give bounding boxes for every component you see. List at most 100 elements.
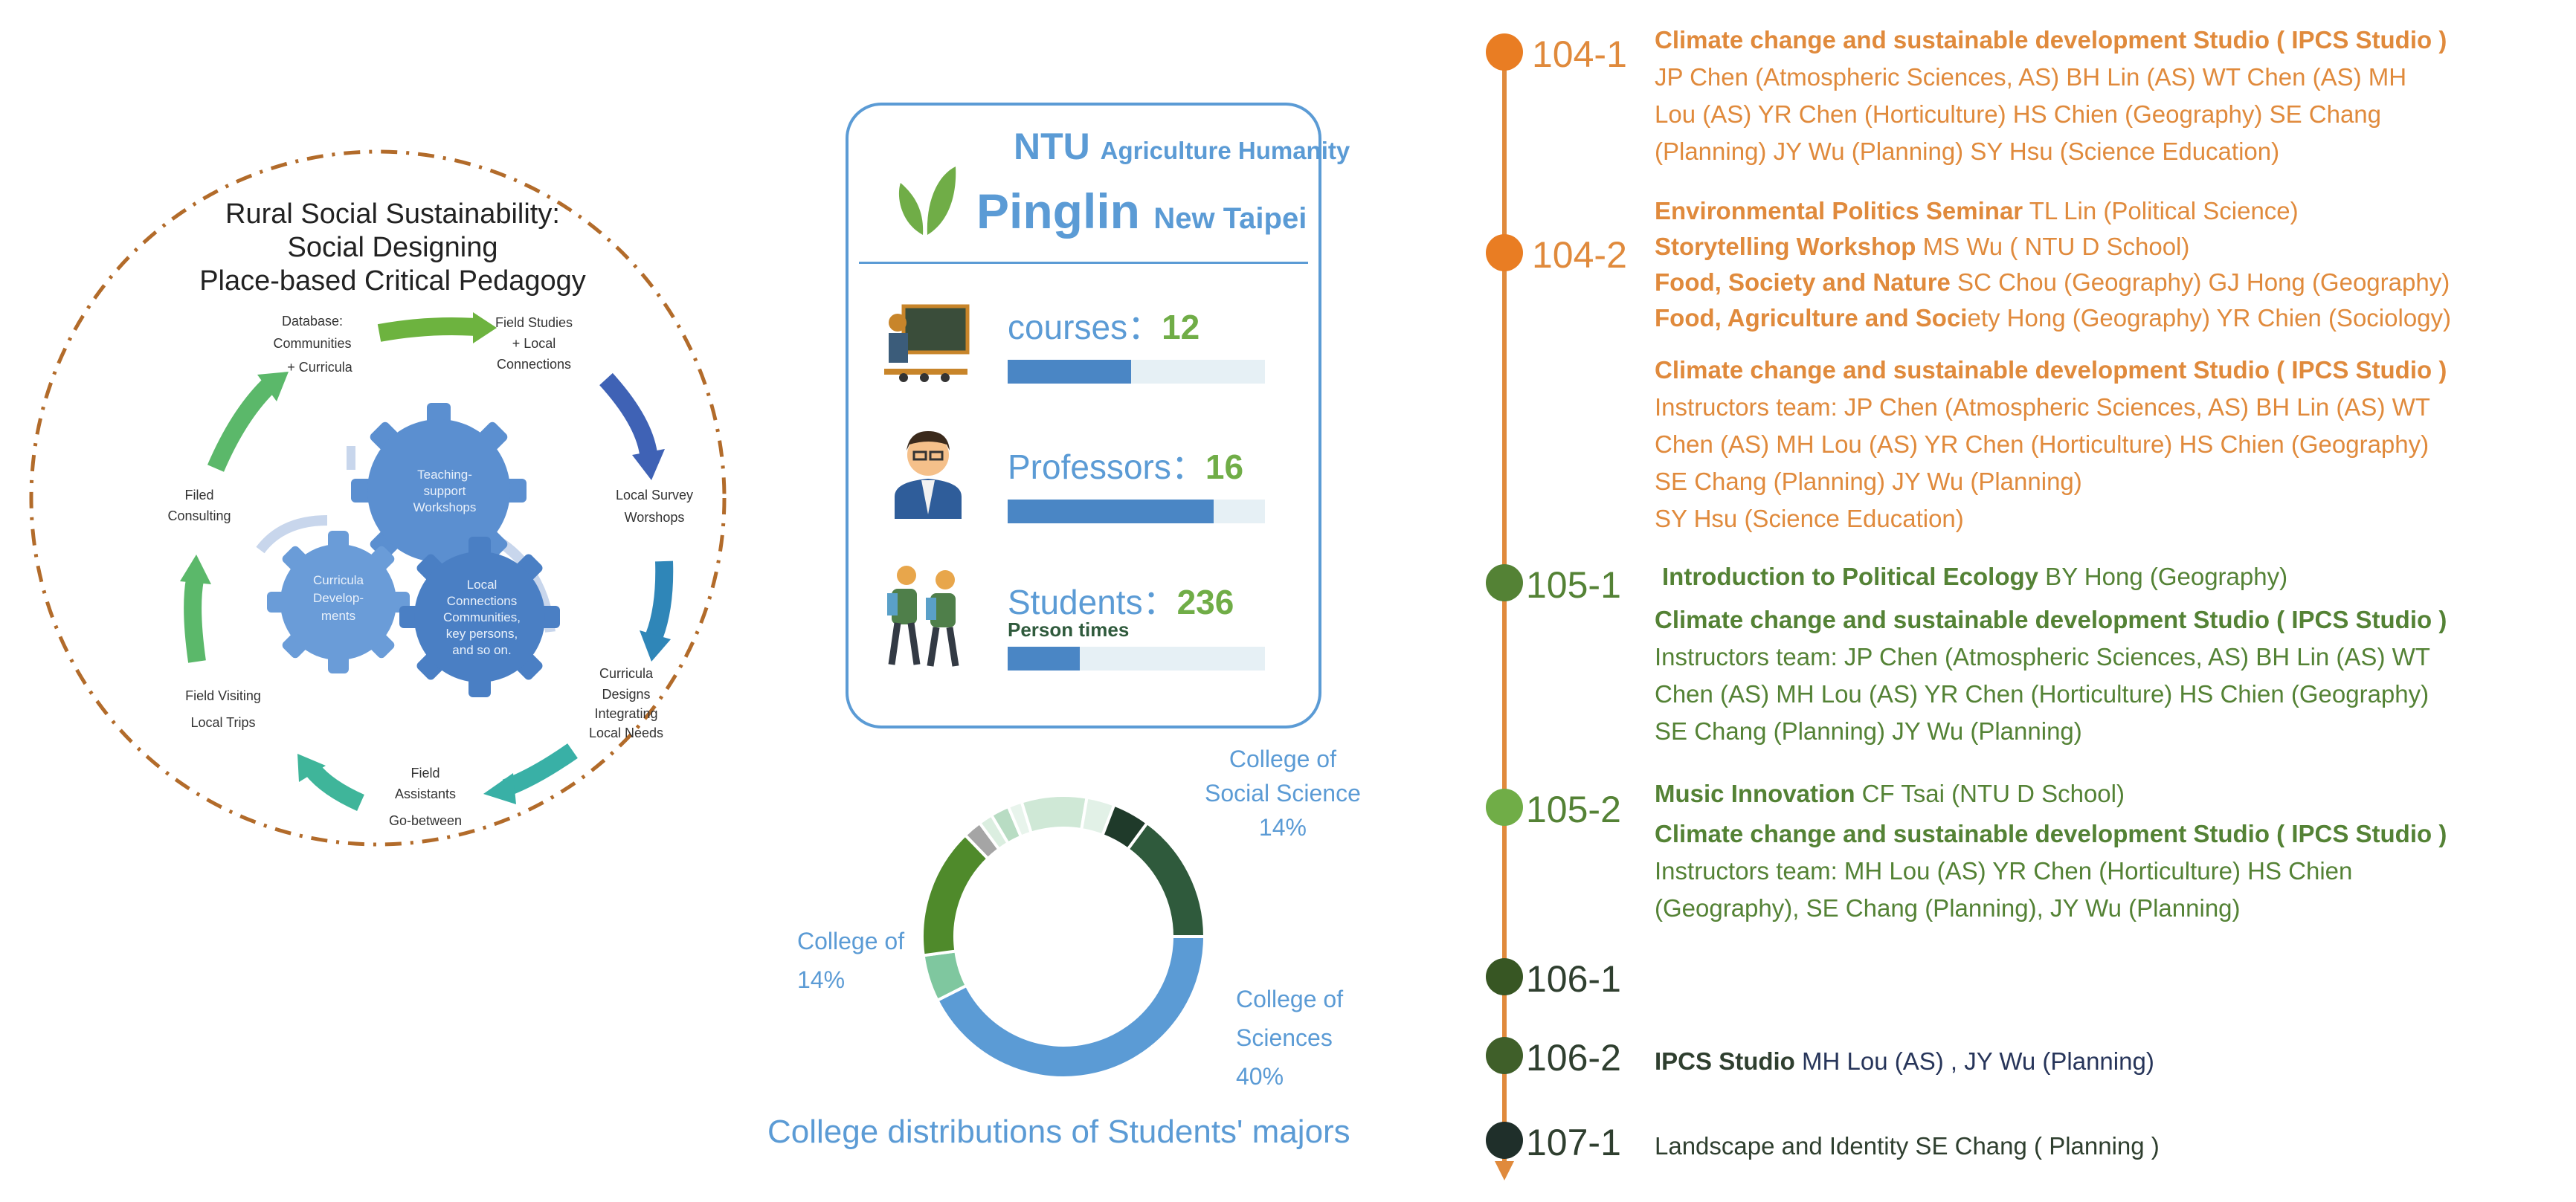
gear-local-line-4: key persons, bbox=[446, 627, 518, 641]
cycle-title-line-2: Social Designing bbox=[287, 232, 498, 263]
stat-courses-sep: ： bbox=[1127, 308, 1162, 346]
stat-professors-sep: ： bbox=[1171, 447, 1205, 486]
tl-104-2-line-9: SY Hsu (Science Education) bbox=[1655, 505, 1964, 532]
card-divider bbox=[859, 262, 1308, 264]
donut-label-social-1: College of bbox=[1229, 746, 1336, 772]
term-106-1: 106-1 bbox=[1526, 958, 1621, 1000]
stat-courses-bar-fill bbox=[1008, 360, 1132, 384]
teacher-icon bbox=[884, 304, 970, 382]
gear-curricula-line-2: Develop- bbox=[313, 591, 364, 605]
tl-line-6-bold: Food, Society and Nature bbox=[1655, 268, 1951, 296]
tl-line-5-text: MS Wu ( NTU D School) bbox=[1916, 233, 2190, 260]
tl-105-1-course-1: Introduction to Political Ecology BY Hon… bbox=[1662, 559, 2287, 595]
node-database-line-1: Database: bbox=[282, 314, 343, 329]
gear-teaching-support bbox=[351, 403, 527, 578]
arrow-field-to-survey bbox=[599, 372, 657, 456]
arrowhead-3 bbox=[640, 630, 671, 662]
course-timeline: 104-1 104-2 105-1 105-2 106-1 106-2 107-… bbox=[1458, 0, 2576, 1198]
card-place-sub: New Taipei bbox=[1153, 202, 1307, 235]
gear-local-line-5: and so on. bbox=[452, 643, 511, 657]
stat-courses-value: 12 bbox=[1162, 308, 1200, 346]
card-place-line: Pinglin New Taipei bbox=[976, 183, 1307, 239]
tl-line-13-bold: Introduction to Political Ecology bbox=[1662, 563, 2039, 590]
arrow-consulting-to-db bbox=[207, 380, 274, 472]
donut-label-sciences-2: Sciences bbox=[1236, 1024, 1333, 1051]
term-105-1: 105-1 bbox=[1526, 564, 1621, 606]
tl-104-2-line-6: Instructors team: JP Chen (Atmospheric S… bbox=[1655, 393, 2430, 421]
timeline-arrowhead bbox=[1495, 1161, 1514, 1180]
tl-105-1-line-4: Chen (AS) MH Lou (AS) YR Chen (Horticult… bbox=[1655, 680, 2430, 708]
donut-label-unnamed-2: 14% bbox=[797, 966, 846, 993]
tl-line-22-text: MH Lou (AS) , JY Wu (Planning) bbox=[1794, 1047, 2154, 1075]
gear-local-line-3: Communities, bbox=[443, 610, 521, 624]
node-survey-line-2: Worshops bbox=[625, 510, 685, 525]
node-field-studies-line-2: + Local bbox=[512, 336, 556, 351]
gear-local-line-1: Local bbox=[467, 578, 498, 592]
inner-arc-left bbox=[256, 515, 328, 554]
card-place: Pinglin bbox=[976, 184, 1140, 239]
term-107-1: 107-1 bbox=[1526, 1122, 1621, 1163]
tl-105-1-course-2: Climate change and sustainable developme… bbox=[1655, 602, 2447, 638]
tl-line-19-bold: Climate change and sustainable developme… bbox=[1655, 820, 2447, 847]
card-org-sub: Agriculture Humanity bbox=[1100, 137, 1350, 164]
donut-label-social-3: 14% bbox=[1258, 814, 1307, 841]
cycle-title-line-1: Rural Social Sustainability: bbox=[225, 198, 560, 230]
stat-students: Students：236 bbox=[1008, 575, 1234, 624]
leaf-logo-icon bbox=[898, 167, 956, 235]
node-database-line-2: Communities bbox=[273, 336, 351, 351]
arrow-curricula-to-assistants bbox=[502, 743, 578, 797]
node-visiting-line-2: Local Trips bbox=[190, 715, 255, 730]
node-curricula-designs-line-3: Integrating bbox=[594, 706, 657, 721]
tl-104-2-course-5: Climate change and sustainable developme… bbox=[1655, 352, 2447, 388]
stat-students-sub: Person times bbox=[1008, 618, 1130, 641]
stat-courses-label: courses bbox=[1008, 308, 1128, 346]
node-assistants-line-3: Go-between bbox=[389, 813, 462, 828]
arrowhead-6 bbox=[180, 555, 211, 584]
node-field-studies-line-1: Field Studies bbox=[495, 315, 573, 330]
gear-curricula-line-3: ments bbox=[321, 609, 355, 623]
tl-105-2-line-3: Instructors team: MH Lou (AS) YR Chen (H… bbox=[1655, 857, 2353, 885]
donut-label-sciences-1: College of bbox=[1236, 986, 1344, 1012]
node-survey-line-1: Local Survey bbox=[616, 488, 693, 503]
tl-line-7-bold: Food, Agriculture and Soci bbox=[1655, 304, 1968, 332]
term-dot-104-1 bbox=[1486, 33, 1523, 71]
term-dot-106-1 bbox=[1486, 958, 1523, 995]
stat-courses: courses：12 bbox=[1008, 300, 1200, 349]
leaf-left bbox=[898, 183, 924, 235]
donut-title: College distributions of Students' major… bbox=[767, 1114, 1350, 1150]
node-assistants-line-1: Field bbox=[410, 766, 439, 781]
term-105-2: 105-2 bbox=[1526, 789, 1621, 830]
node-curricula-designs-line-4: Local Needs bbox=[589, 726, 663, 740]
tl-104-2-course-4: Food, Agriculture and Society Hong (Geog… bbox=[1655, 300, 2451, 336]
arrowhead-2 bbox=[632, 449, 665, 480]
node-assistants-line-2: Assistants bbox=[395, 786, 456, 801]
stat-students-bar-fill bbox=[1008, 647, 1080, 671]
donut-slice-10 bbox=[1125, 821, 1207, 938]
gear-local-line-2: Connections bbox=[447, 594, 518, 608]
tl-104-2-course-2: Storytelling Workshop MS Wu ( NTU D Scho… bbox=[1655, 229, 2189, 265]
tl-107-1-course: Landscape and Identity SE Chang ( Planni… bbox=[1655, 1132, 2160, 1160]
stat-students-sep: ： bbox=[1142, 583, 1177, 621]
arrow-db-to-field-studies bbox=[377, 317, 477, 342]
tl-104-1-course: Climate change and sustainable developme… bbox=[1655, 22, 2447, 58]
term-106-2: 106-2 bbox=[1526, 1037, 1621, 1079]
term-dot-104-2 bbox=[1486, 234, 1523, 271]
term-dot-105-1 bbox=[1486, 564, 1523, 601]
tl-104-1-line-2: JP Chen (Atmospheric Sciences, AS) BH Li… bbox=[1655, 63, 2407, 91]
donut-slice-7 bbox=[1020, 794, 1089, 836]
tl-104-1-line-4: (Planning) JY Wu (Planning) SY Hsu (Scie… bbox=[1655, 138, 2280, 165]
donut-label-unnamed-1: College of bbox=[797, 928, 905, 954]
gear-teaching-line-3: Workshops bbox=[413, 500, 477, 514]
node-field-studies-line-3: Connections bbox=[497, 357, 571, 372]
stat-students-bar bbox=[1008, 647, 1265, 671]
term-dot-105-2 bbox=[1486, 789, 1523, 826]
tl-104-2-line-8: SE Chang (Planning) JY Wu (Planning) bbox=[1655, 468, 2082, 495]
arrowhead-4 bbox=[483, 773, 516, 804]
donut-label-social-2: Social Science bbox=[1205, 780, 1361, 807]
tl-line-14-bold: Climate change and sustainable developme… bbox=[1655, 606, 2447, 633]
tl-105-2-course-2: Climate change and sustainable developme… bbox=[1655, 816, 2447, 852]
term-dot-107-1 bbox=[1486, 1122, 1523, 1159]
tl-line-5-bold: Storytelling Workshop bbox=[1655, 233, 1916, 260]
tl-line-4-bold: Environmental Politics Seminar bbox=[1655, 197, 2023, 224]
node-curricula-designs-line-2: Designs bbox=[602, 687, 650, 702]
